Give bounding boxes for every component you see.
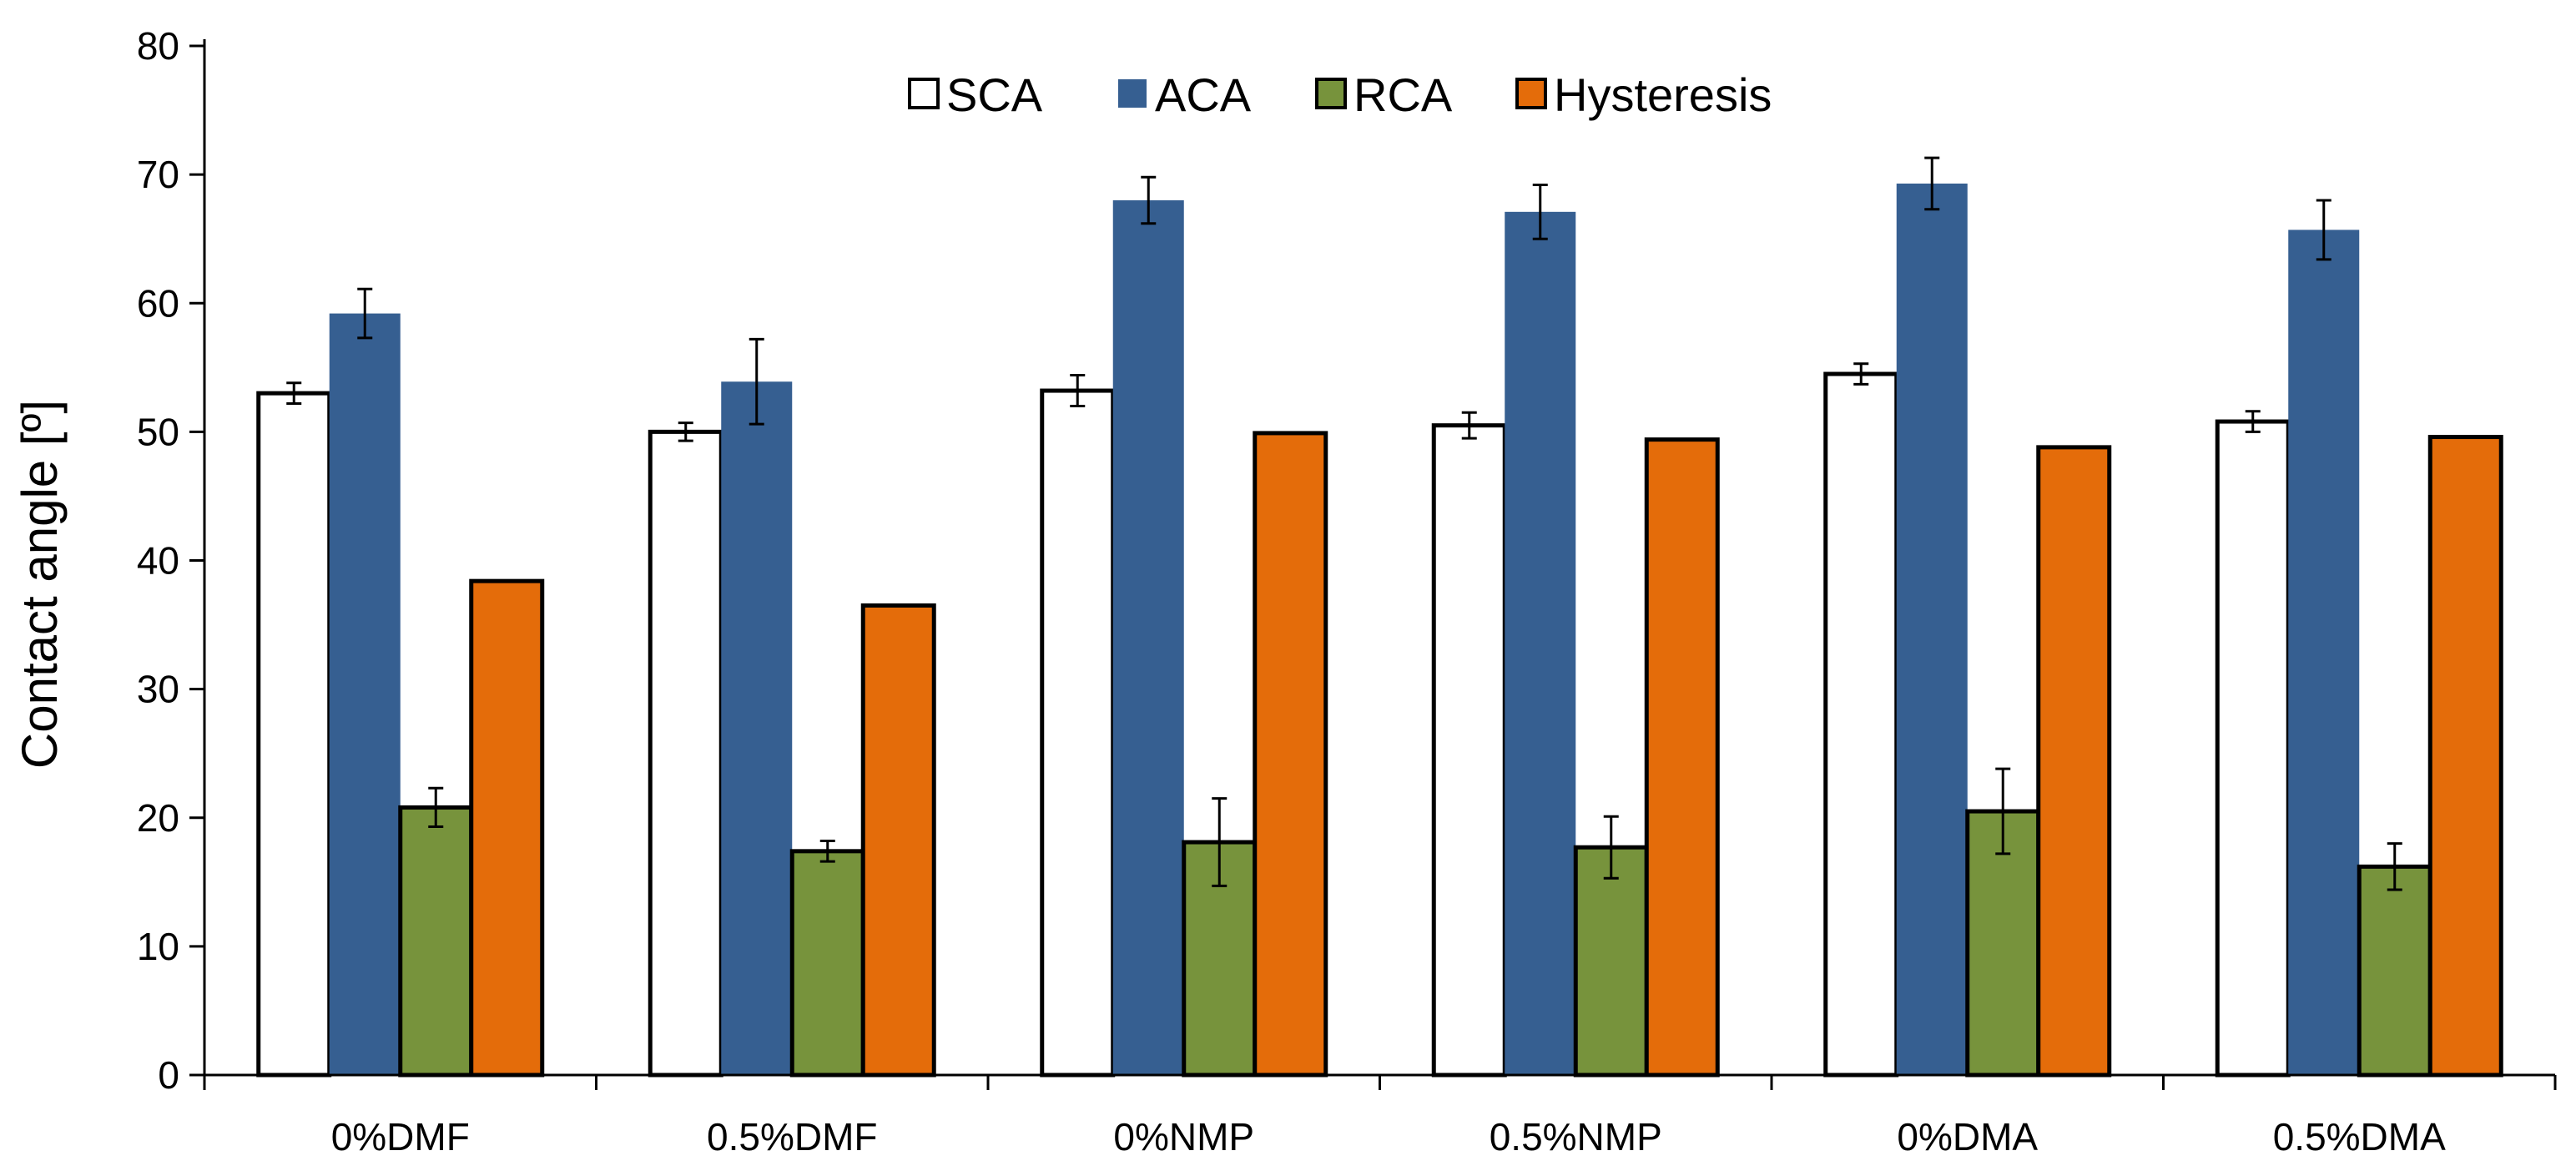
bar-hysteresis-4 <box>2036 445 2112 1078</box>
y-tick-label-60: 60 <box>137 281 179 325</box>
y-tick-label-80: 80 <box>137 24 179 68</box>
x-tick-label-2: 0%NMP <box>1113 1115 1254 1158</box>
y-tick-label-40: 40 <box>137 539 179 583</box>
bar-aca-0 <box>329 313 401 1076</box>
x-tick-label-5: 0.5%DMA <box>2273 1115 2446 1158</box>
bar-aca-5 <box>2288 230 2360 1075</box>
bar-sca-1 <box>648 429 723 1078</box>
bar-aca-3 <box>1505 211 1576 1075</box>
bar-rca-0 <box>398 805 474 1078</box>
bar-aca-1 <box>721 381 793 1075</box>
bar-sca-2 <box>1040 388 1116 1078</box>
bar-rca-1 <box>789 849 865 1078</box>
bar-sca-3 <box>1431 423 1507 1078</box>
x-tick-label-3: 0.5%NMP <box>1490 1115 1662 1158</box>
y-tick-label-50: 50 <box>137 410 179 453</box>
y-tick-label-30: 30 <box>137 668 179 711</box>
legend-swatch-rca <box>1315 78 1347 109</box>
bar-hysteresis-0 <box>469 578 545 1078</box>
bar-hysteresis-5 <box>2427 435 2503 1078</box>
bar-aca-4 <box>1896 183 1968 1075</box>
y-tick-label-20: 20 <box>137 796 179 840</box>
bar-sca-4 <box>1823 371 1899 1078</box>
axes-layer: 0 10 20 30 40 50 60 70 80 0%DMF 0.5%DMF 0%NMP 0.5%NM… <box>137 24 2557 1158</box>
legend-label-aca: ACA <box>1155 68 1252 121</box>
legend-label-sca: SCA <box>946 68 1043 121</box>
bar-hysteresis-1 <box>860 603 936 1078</box>
bar-sca-0 <box>256 391 332 1078</box>
legend-swatch-aca <box>1118 79 1147 108</box>
y-tick-label-70: 70 <box>137 153 179 196</box>
bar-sca-5 <box>2215 419 2291 1078</box>
x-tick-label-1: 0.5%DMF <box>707 1115 877 1158</box>
y-axis-title: Contact angle [º] <box>12 400 68 769</box>
y-tick-label-10: 10 <box>137 925 179 968</box>
x-tick-label-0: 0%DMF <box>331 1115 470 1158</box>
bar-aca-2 <box>1112 199 1184 1076</box>
legend-label-rca: RCA <box>1354 68 1453 121</box>
legend: SCA ACA RCA Hysteresis <box>908 68 1772 121</box>
legend-swatch-hysteresis <box>1515 78 1547 109</box>
legend-label-hysteresis: Hysteresis <box>1554 68 1772 121</box>
bar-hysteresis-3 <box>1644 437 1720 1078</box>
legend-swatch-sca <box>908 78 940 109</box>
y-tick-label-0: 0 <box>158 1053 179 1097</box>
bar-rca-5 <box>2357 864 2432 1078</box>
bar-rca-3 <box>1573 845 1649 1078</box>
x-tick-label-4: 0%DMA <box>1897 1115 2038 1158</box>
bar-hysteresis-2 <box>1253 431 1328 1078</box>
